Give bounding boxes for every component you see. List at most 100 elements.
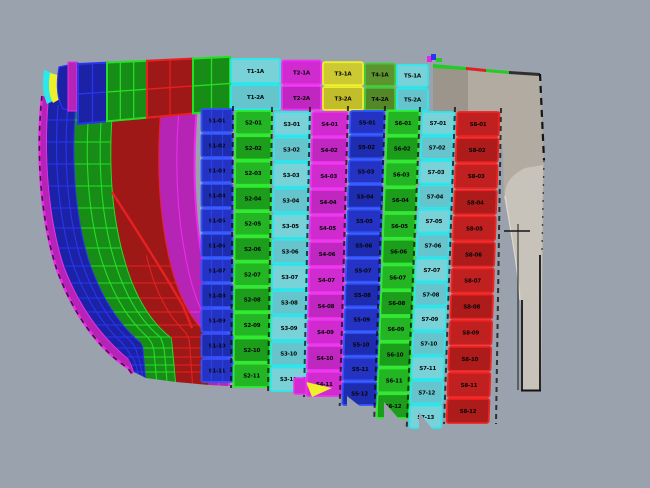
hull-plate[interactable]: [306, 319, 344, 345]
top-band-grid-plates[interactable]: [77, 55, 231, 126]
hull-plate[interactable]: [449, 293, 494, 320]
hull-strake[interactable]: [38, 95, 135, 375]
hull-plate[interactable]: [233, 185, 272, 211]
small-magenta-plate[interactable]: [293, 377, 307, 395]
hull-plate[interactable]: [200, 158, 234, 183]
hull-plate[interactable]: [272, 187, 310, 214]
hull-plate[interactable]: [384, 161, 419, 188]
hull-plate[interactable]: [233, 236, 272, 262]
hull-plate[interactable]: [308, 215, 347, 241]
hull-plate[interactable]: [307, 267, 346, 293]
hull-plate[interactable]: [233, 211, 272, 237]
hull-plate[interactable]: [234, 160, 273, 186]
hull-plate[interactable]: [272, 162, 310, 188]
hull-plate[interactable]: [454, 137, 500, 164]
hull-plate[interactable]: [308, 241, 346, 267]
hull-plate[interactable]: [200, 108, 234, 133]
hull-plate[interactable]: [379, 290, 415, 316]
hull-plate[interactable]: [348, 110, 386, 135]
hull-plate[interactable]: [453, 163, 499, 190]
hull-plate[interactable]: [310, 137, 348, 163]
hull-plate[interactable]: [200, 358, 234, 383]
hull-plate[interactable]: [448, 319, 494, 346]
hull-plate[interactable]: [380, 264, 415, 291]
hull-plate[interactable]: [348, 134, 385, 160]
hull-plate[interactable]: [342, 332, 380, 357]
hull-plate[interactable]: [418, 160, 454, 185]
hull-plate[interactable]: [234, 110, 273, 136]
hull-plate[interactable]: [415, 233, 451, 258]
hull-plate[interactable]: [383, 187, 418, 213]
hull-plate[interactable]: [451, 241, 496, 268]
hull-plate[interactable]: [233, 312, 271, 338]
hull-plate[interactable]: [452, 215, 497, 242]
hull-plate[interactable]: [200, 208, 234, 233]
hull-plate[interactable]: [192, 55, 231, 115]
hull-plate[interactable]: [272, 136, 311, 162]
hull-plate[interactable]: [271, 213, 309, 239]
hull-plate[interactable]: [270, 289, 308, 316]
hull-plate[interactable]: [347, 159, 384, 184]
hull-plate[interactable]: [273, 111, 311, 137]
top-band-labeled-plates[interactable]: T1-1AT1-2AT2-1AT2-2AT3-1AT3-2AT4-1AT4-2A…: [230, 58, 429, 112]
hull-plate[interactable]: [106, 59, 148, 123]
hull-plate[interactable]: [310, 163, 348, 189]
hull-plate[interactable]: [232, 337, 271, 363]
hull-plate[interactable]: [233, 261, 272, 287]
hull-plate[interactable]: [414, 257, 450, 283]
hull-plate[interactable]: [412, 306, 448, 332]
hull-plate[interactable]: [200, 283, 234, 308]
hull-plate[interactable]: [307, 293, 345, 319]
hull-plate[interactable]: [232, 362, 271, 388]
hull-plate[interactable]: [346, 184, 384, 209]
hull-plate[interactable]: [200, 183, 234, 208]
hull-plate[interactable]: [345, 233, 382, 258]
hull-plate[interactable]: [146, 57, 194, 119]
hull-plate[interactable]: [385, 110, 421, 136]
hull-plate[interactable]: [200, 308, 234, 333]
hull-plate[interactable]: [344, 282, 381, 308]
hull-plate[interactable]: [200, 333, 234, 358]
hull-plate[interactable]: [381, 238, 416, 265]
hull-plate[interactable]: [377, 341, 413, 368]
hull-plate[interactable]: [453, 189, 498, 216]
hull-plate[interactable]: [306, 345, 344, 371]
hull-plate[interactable]: [233, 287, 272, 313]
hull-plate[interactable]: [446, 371, 492, 398]
hull-plate[interactable]: [200, 233, 234, 258]
hull-plate[interactable]: [445, 398, 491, 424]
hull-plate[interactable]: [411, 331, 447, 356]
hull-plate[interactable]: [376, 367, 412, 394]
hull-plate[interactable]: [419, 135, 455, 160]
hull-plate[interactable]: [413, 282, 449, 307]
hull-plate[interactable]: [343, 307, 380, 332]
hull-plate[interactable]: [450, 267, 495, 294]
hull-plate[interactable]: [270, 341, 308, 367]
hull-plate[interactable]: [311, 111, 349, 137]
hull-plate[interactable]: [410, 355, 446, 380]
hull-plate[interactable]: [409, 380, 444, 405]
hull-plate[interactable]: [200, 133, 234, 158]
hull-plate[interactable]: [271, 264, 309, 290]
hull-plate[interactable]: [200, 258, 234, 283]
hull-plate[interactable]: [342, 356, 379, 382]
hull-plate[interactable]: [234, 135, 273, 161]
hull-plate[interactable]: [417, 184, 453, 209]
hull-plate[interactable]: [378, 316, 414, 342]
hull-plate[interactable]: [77, 61, 108, 126]
hull-plate[interactable]: [384, 135, 420, 162]
hull-plate[interactable]: [447, 345, 493, 372]
hull-plate[interactable]: [420, 111, 456, 136]
hull-plate[interactable]: [416, 208, 452, 234]
hull-plate[interactable]: [455, 111, 501, 137]
hull-plate[interactable]: [346, 208, 383, 234]
hidden-edge-dashes: [230, 105, 502, 430]
hull-plate[interactable]: [271, 238, 309, 265]
hull-plate[interactable]: [309, 189, 347, 215]
hull-plate[interactable]: [382, 213, 417, 239]
hull-plate[interactable]: [270, 315, 308, 341]
hull-plate[interactable]: [344, 258, 382, 283]
